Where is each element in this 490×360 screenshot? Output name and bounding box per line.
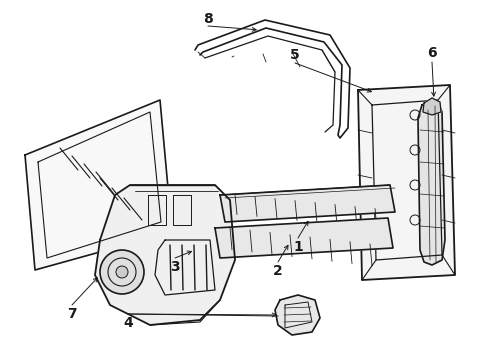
Circle shape bbox=[100, 250, 144, 294]
Text: 5: 5 bbox=[290, 48, 300, 62]
Text: 7: 7 bbox=[67, 307, 77, 321]
Polygon shape bbox=[220, 185, 395, 222]
Text: 1: 1 bbox=[293, 240, 303, 254]
Polygon shape bbox=[275, 295, 320, 335]
Polygon shape bbox=[25, 100, 172, 270]
Polygon shape bbox=[423, 98, 441, 115]
Text: 4: 4 bbox=[123, 316, 133, 330]
Text: 3: 3 bbox=[170, 260, 180, 274]
Polygon shape bbox=[418, 100, 445, 265]
Polygon shape bbox=[215, 218, 393, 258]
Polygon shape bbox=[95, 185, 235, 325]
Polygon shape bbox=[358, 85, 455, 280]
Text: 6: 6 bbox=[427, 46, 437, 60]
Circle shape bbox=[116, 266, 128, 278]
Text: 8: 8 bbox=[203, 12, 213, 26]
Text: 2: 2 bbox=[273, 264, 283, 278]
